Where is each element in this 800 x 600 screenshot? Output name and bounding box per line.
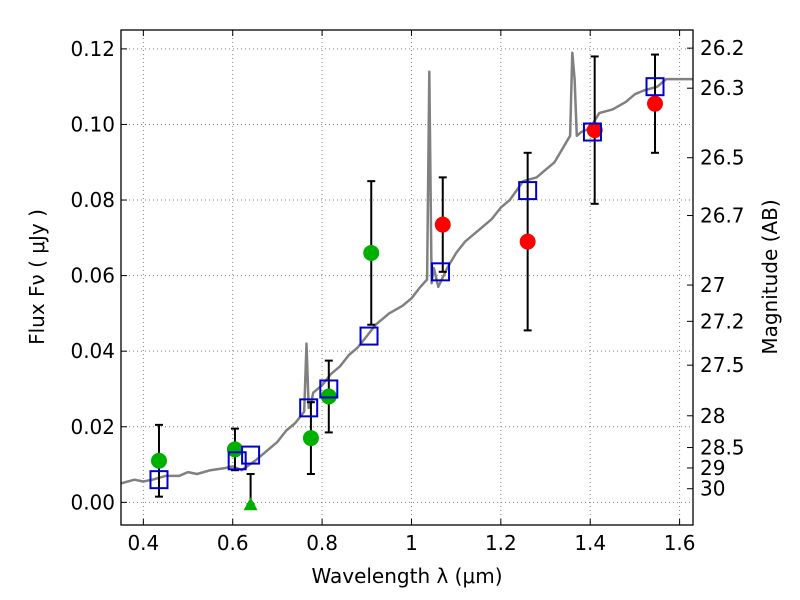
y-tick-label: 0.08 xyxy=(70,188,115,212)
series-layer xyxy=(120,51,693,511)
y2-tick-label: 27.5 xyxy=(700,353,745,377)
data-point-circle xyxy=(363,244,380,261)
y2-tick-label: 29 xyxy=(700,456,725,480)
y2-tick-label: 26.5 xyxy=(700,146,745,170)
model-photometry-square xyxy=(431,262,451,282)
x-tick-label: 1.6 xyxy=(664,531,696,555)
plot-frame xyxy=(120,29,694,526)
x-tick-label: 0.4 xyxy=(127,531,159,555)
model-photometry-square xyxy=(582,122,602,142)
y-tick-label: 0.04 xyxy=(70,339,115,363)
y-tick-label: 0.12 xyxy=(70,37,115,61)
model-photometry-square xyxy=(241,445,261,465)
x-tick-label: 1.4 xyxy=(574,531,606,555)
y2-axis-label: Magnitude (AB) xyxy=(758,199,782,354)
y2-tick-label: 26.2 xyxy=(700,36,745,60)
y2-tick-label: 28.5 xyxy=(700,436,745,460)
x-tick-label: 1.2 xyxy=(485,531,517,555)
y2-tick-label: 26.7 xyxy=(700,204,745,228)
data-point-circle xyxy=(647,95,664,112)
model-photometry-square xyxy=(299,398,319,418)
y-axis-label: Flux Fν ( μJy ) xyxy=(25,209,49,345)
grid xyxy=(121,30,693,525)
data-point-circle xyxy=(150,452,167,469)
model-photometry-square xyxy=(645,77,665,97)
x-tick-label: 0.8 xyxy=(306,531,338,555)
y2-tick-label: 27.2 xyxy=(700,309,745,333)
model-photometry-square xyxy=(319,379,339,399)
x-axis-label: Wavelength λ (μm) xyxy=(311,564,502,588)
y2-tick-label: 26.3 xyxy=(700,76,745,100)
data-point-circle xyxy=(586,122,603,139)
ticks-layer: 0.4 0.6 0.8 1 1.2 1.4 1.6 0.00 0.02 0.04 0.06 0.08 0… xyxy=(70,30,745,555)
y-tick-label: 0.02 xyxy=(70,415,115,439)
model-photometry-square xyxy=(359,326,379,346)
data-point-circle xyxy=(302,430,319,447)
y-tick-label: 0.06 xyxy=(70,264,115,288)
x-tick-label: 0.6 xyxy=(217,531,249,555)
model-spectrum-line xyxy=(120,51,693,485)
model-photometry-square xyxy=(518,181,538,201)
y-tick-label: 0.00 xyxy=(70,490,115,514)
y2-tick-label: 30 xyxy=(700,477,725,501)
data-point-circle xyxy=(519,233,536,250)
y2-tick-label: 28 xyxy=(700,404,725,428)
data-point-circle xyxy=(226,441,243,458)
model-photometry-square xyxy=(227,451,247,471)
data-point-circle xyxy=(434,216,451,233)
y-tick-label: 0.10 xyxy=(70,112,115,136)
model-photometry-square xyxy=(149,470,169,490)
x-tick-label: 1 xyxy=(405,531,418,555)
y2-tick-label: 27 xyxy=(700,273,725,297)
upper-limit-triangle xyxy=(243,497,258,511)
